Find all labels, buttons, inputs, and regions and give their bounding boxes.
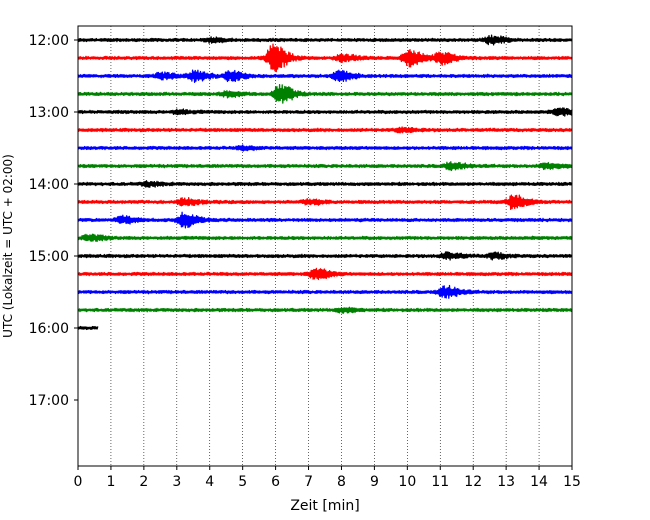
seismic-trace	[77, 194, 573, 210]
x-tick-label: 11	[431, 474, 449, 490]
seismic-trace	[77, 84, 573, 104]
x-tick-label: 2	[139, 474, 148, 490]
x-tick-label: 12	[464, 474, 482, 490]
seismic-trace	[77, 69, 573, 83]
x-tick-label: 7	[304, 474, 313, 490]
x-tick-label: 15	[563, 474, 581, 490]
y-tick-label: 12:00	[29, 33, 69, 49]
seismic-trace	[77, 233, 573, 243]
x-axis: 0 1 2 3 4 5 6 7 8 9 10 11 12 13 14 15	[74, 466, 581, 490]
seismic-trace	[77, 161, 573, 172]
y-axis-label: UTC (Lokalzeit = UTC + 02:00)	[1, 154, 15, 338]
seismic-trace	[77, 211, 573, 229]
seismic-trace	[77, 43, 573, 73]
seismic-trace	[77, 284, 573, 299]
seismic-trace	[77, 144, 573, 152]
seismic-trace	[77, 267, 573, 281]
seismic-trace	[77, 180, 573, 188]
seismic-trace	[77, 251, 573, 261]
x-axis-label: Zeit [min]	[290, 498, 359, 514]
x-tick-label: 8	[337, 474, 346, 490]
seismic-trace	[77, 306, 573, 314]
x-tick-label: 6	[271, 474, 280, 490]
seismic-trace	[77, 107, 573, 117]
seismic-trace	[77, 126, 573, 134]
x-tick-label: 0	[74, 474, 83, 490]
y-tick-label: 14:00	[29, 177, 69, 193]
y-tick-label: 16:00	[29, 321, 69, 337]
x-tick-label: 13	[497, 474, 515, 490]
y-axis: 12:00 13:00 14:00 15:00 16:00 17:00	[29, 33, 78, 409]
grid-layer	[110, 26, 540, 466]
x-tick-label: 14	[530, 474, 548, 490]
x-tick-label: 9	[370, 474, 379, 490]
trace-layer	[77, 34, 573, 331]
x-tick-label: 4	[205, 474, 214, 490]
x-tick-label: 3	[172, 474, 181, 490]
x-tick-label: 1	[106, 474, 115, 490]
seismic-trace	[77, 34, 573, 46]
y-tick-label: 13:00	[29, 105, 69, 121]
plot-frame	[77, 25, 573, 467]
y-tick-label: 15:00	[29, 249, 69, 265]
x-tick-label: 5	[238, 474, 247, 490]
x-tick-label: 10	[398, 474, 416, 490]
seismic-trace	[77, 325, 99, 331]
y-tick-label: 17:00	[29, 393, 69, 409]
